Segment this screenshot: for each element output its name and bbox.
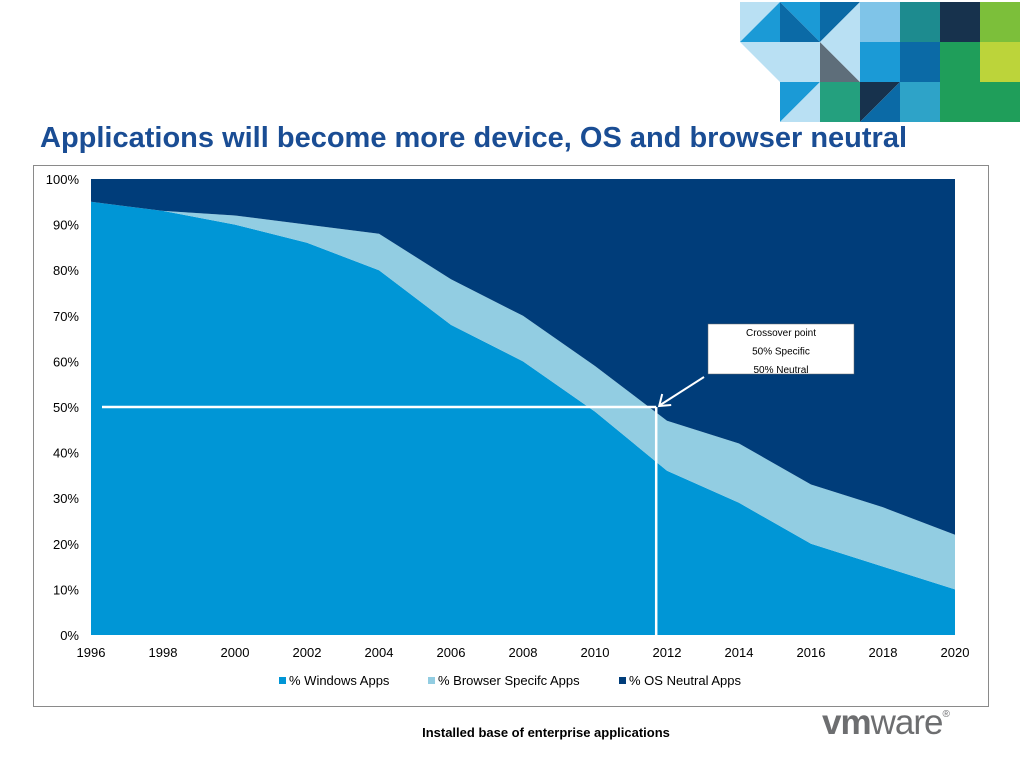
area-chart: 0% 10% 20% 30% 40% 50% 60% 70% 80% 90% 100% 1996 199…: [46, 172, 970, 688]
legend-label: % Browser Specifc Apps: [438, 673, 580, 688]
chart-frame: 0% 10% 20% 30% 40% 50% 60% 70% 80% 90% 100% 1996 199…: [33, 165, 989, 707]
mosaic-tile: [980, 82, 1020, 122]
y-tick-label: 40%: [53, 446, 79, 461]
x-tick-label: 2010: [581, 645, 610, 660]
mosaic-tile: [860, 82, 900, 122]
crossover-annotation-box: [707, 323, 855, 375]
y-tick-label: 100%: [46, 172, 80, 187]
x-tick-label: 2020: [941, 645, 970, 660]
y-tick-label: 70%: [53, 309, 79, 324]
mosaic-tile: [860, 42, 900, 82]
annotation-line: 50% Neutral: [753, 365, 808, 376]
legend-swatch: [279, 677, 286, 684]
y-tick-label: 10%: [53, 582, 79, 597]
mosaic-tile: [940, 2, 980, 42]
x-tick-label: 2018: [869, 645, 898, 660]
x-tick-label: 2008: [509, 645, 538, 660]
mosaic-tile: [780, 42, 820, 82]
y-tick-label: 60%: [53, 354, 79, 369]
logo-text-bold: vm: [822, 703, 872, 742]
mosaic-tile: [740, 42, 780, 82]
legend-swatch: [619, 677, 626, 684]
vmware-logo: vmware®: [822, 703, 950, 743]
logo-text-rest: ware: [870, 703, 944, 742]
x-tick-label: 1998: [149, 645, 178, 660]
mosaic-tile: [860, 2, 900, 42]
slide-title: Applications will become more device, OS…: [40, 122, 908, 154]
y-tick-label: 0%: [60, 628, 79, 643]
area-series-3: [91, 179, 955, 535]
x-tick-label: 2014: [725, 645, 754, 660]
annotation-arrow: [659, 376, 705, 406]
x-tick-label: 2006: [437, 645, 466, 660]
y-tick-label: 90%: [53, 218, 79, 233]
mosaic-tile: [820, 42, 860, 82]
x-tick-label: 2016: [797, 645, 826, 660]
mosaic-tile: [820, 82, 860, 122]
y-tick-label: 80%: [53, 263, 79, 278]
annotation-line: Crossover point: [746, 328, 816, 339]
x-tick-label: 2004: [365, 645, 394, 660]
mosaic-tile: [780, 82, 820, 122]
y-tick-label: 20%: [53, 537, 79, 552]
x-tick-label: 2000: [221, 645, 250, 660]
y-tick-label: 50%: [53, 400, 79, 415]
legend-label: % OS Neutral Apps: [629, 673, 741, 688]
logo-registered-mark: ®: [942, 709, 949, 720]
legend-label: % Windows Apps: [289, 673, 390, 688]
area-series-1: [91, 201, 955, 636]
y-tick-label: 30%: [53, 491, 79, 506]
mosaic-tile: [980, 42, 1020, 82]
legend-swatch: [428, 677, 435, 684]
mosaic-tile: [820, 2, 860, 42]
annotation-arrowhead: [657, 393, 672, 408]
mosaic-tile: [900, 2, 940, 42]
annotation-line: 50% Specific: [752, 347, 810, 358]
mosaic-tile: [940, 82, 980, 122]
x-tick-label: 2012: [653, 645, 682, 660]
mosaic-tile: [740, 2, 780, 42]
area-series-2: [91, 201, 955, 590]
mosaic-tile: [980, 2, 1020, 42]
mosaic-tile: [900, 82, 940, 122]
mosaic-tile: [780, 2, 820, 42]
mosaic-tile: [940, 42, 980, 82]
decorative-mosaic: [740, 2, 1020, 122]
mosaic-tile: [900, 42, 940, 82]
chart-caption: Installed base of enterprise application…: [422, 725, 670, 740]
x-tick-label: 2002: [293, 645, 322, 660]
x-tick-label: 1996: [77, 645, 106, 660]
